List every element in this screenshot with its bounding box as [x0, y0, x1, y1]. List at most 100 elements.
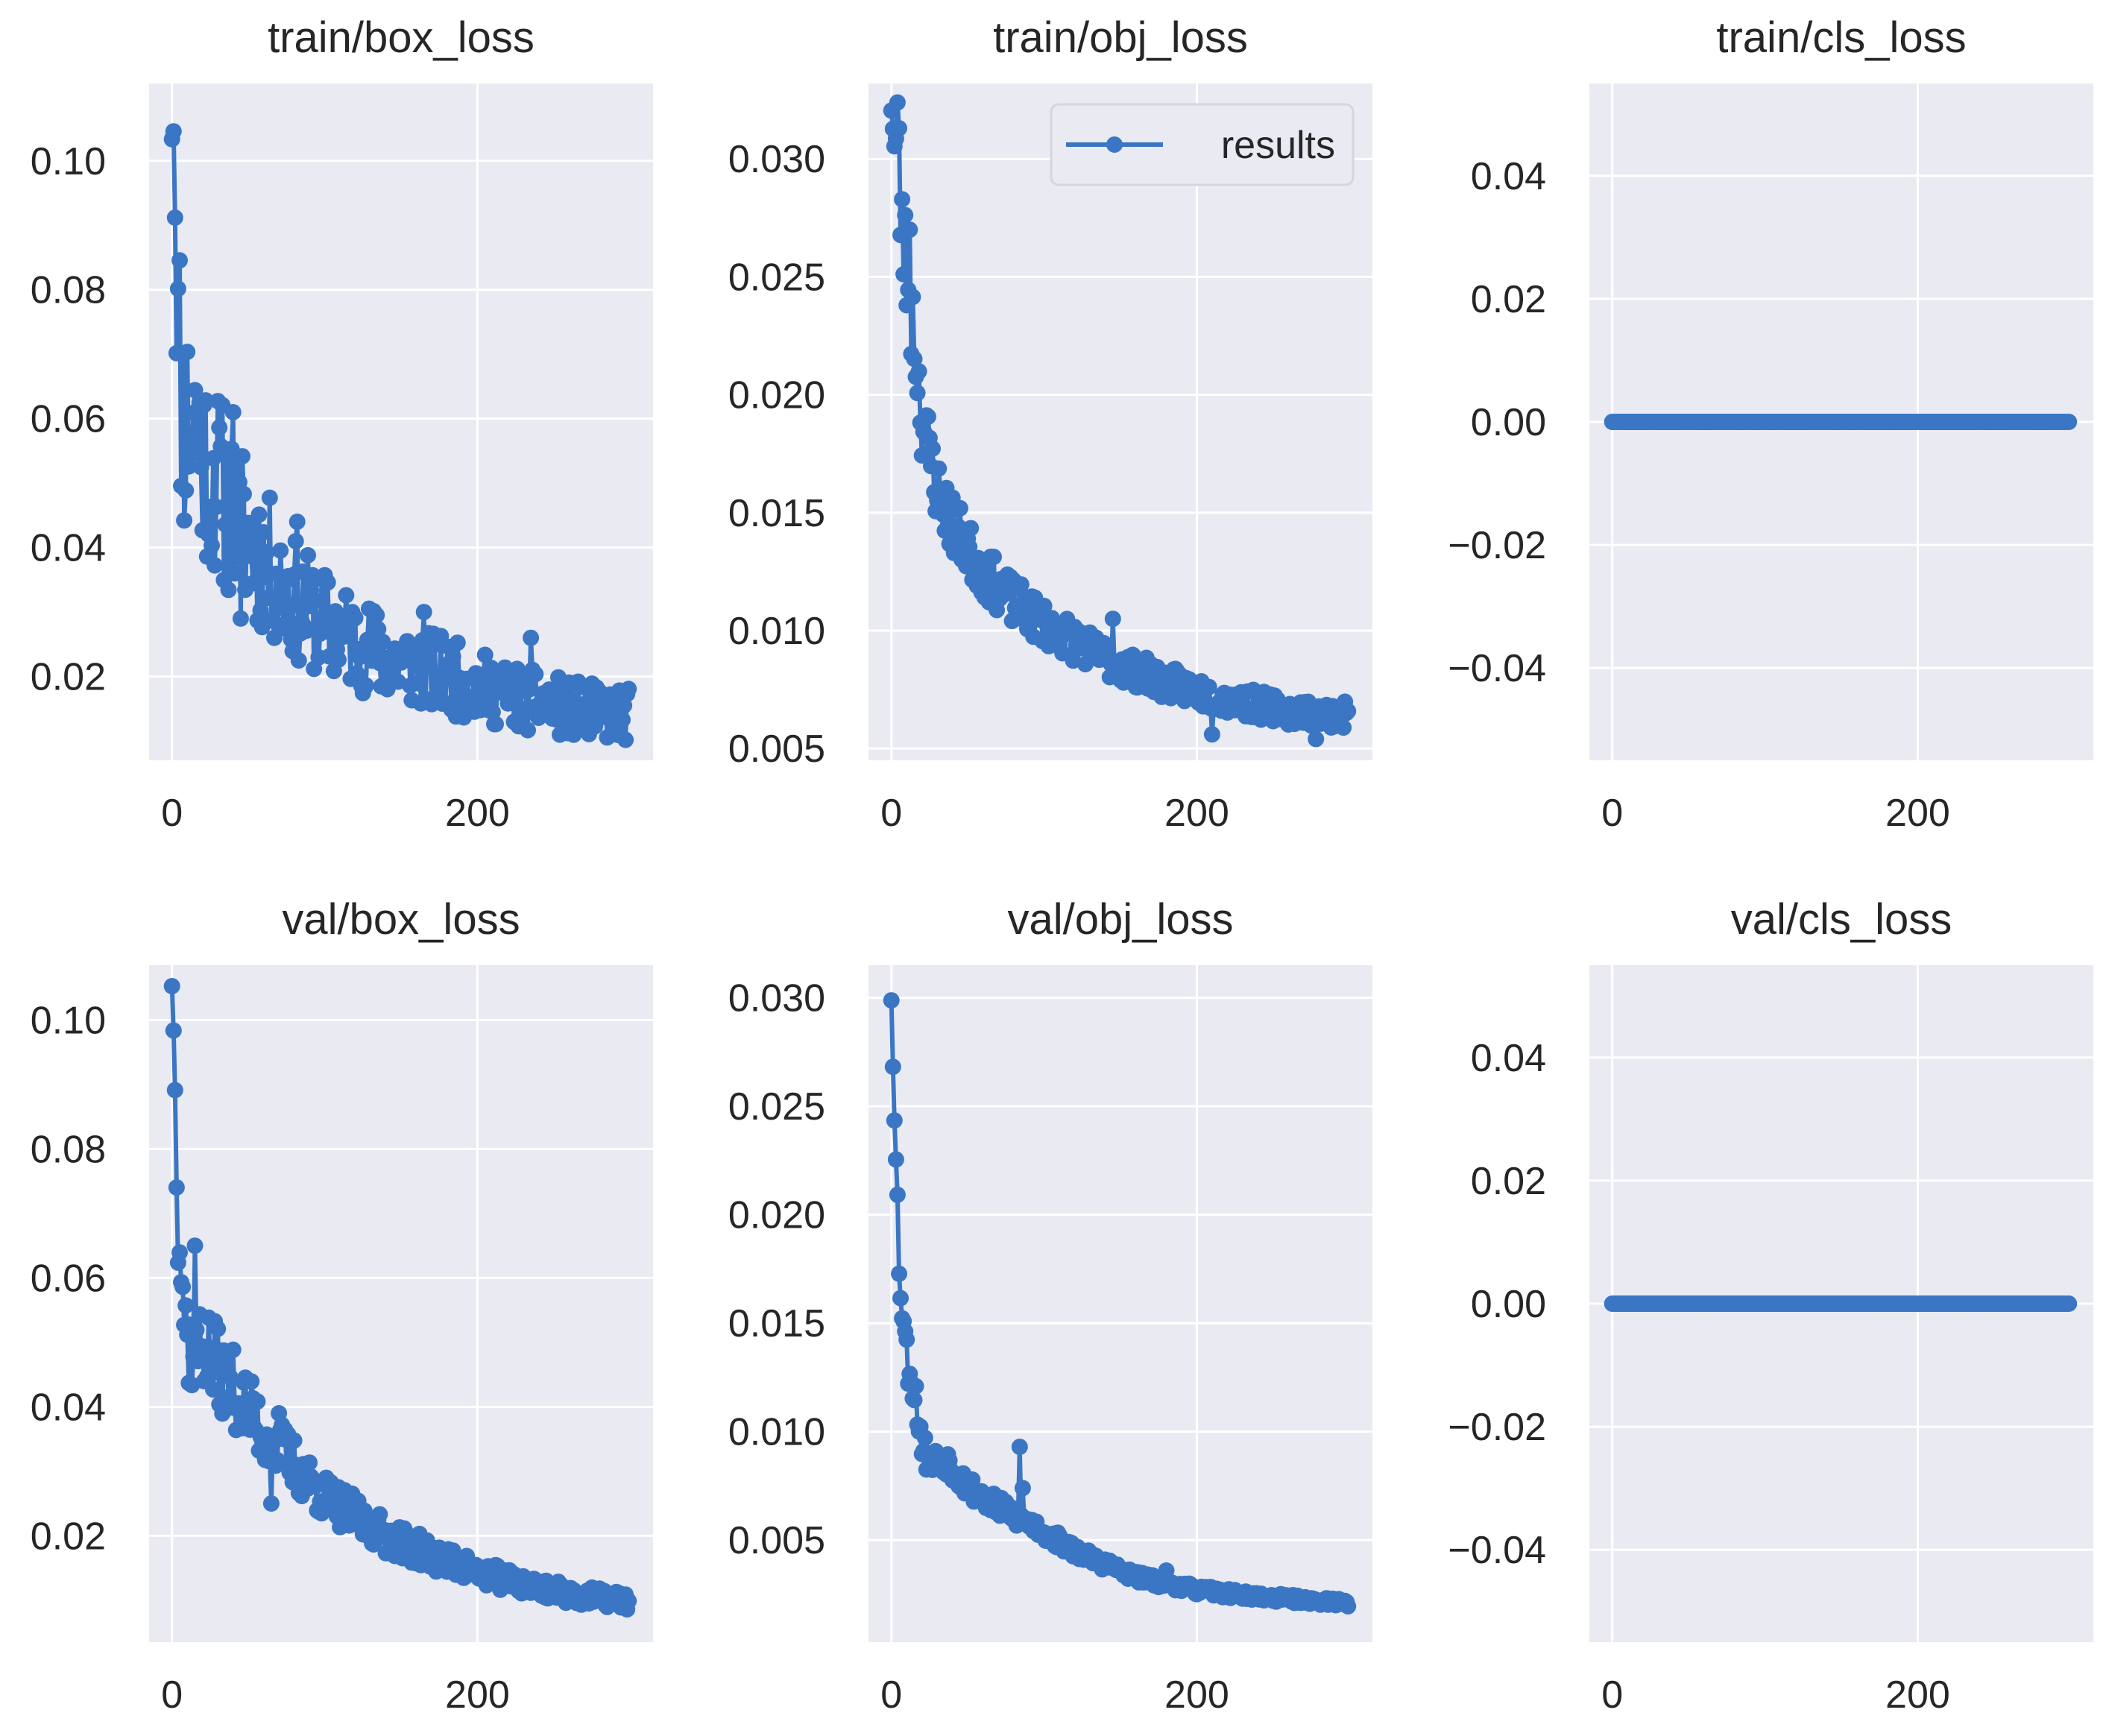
- data-point: [901, 221, 918, 239]
- y-tick-label: −0.04: [1448, 1529, 1546, 1572]
- data-point: [179, 344, 196, 361]
- y-tick-label: 0.02: [31, 656, 106, 699]
- data-point: [272, 542, 289, 559]
- data-point: [371, 1506, 388, 1523]
- data-point: [165, 1022, 182, 1039]
- y-tick-label: 0.010: [728, 610, 825, 653]
- data-point: [205, 1381, 221, 1398]
- data-point: [165, 123, 182, 140]
- data-point: [523, 629, 540, 646]
- series-results: [163, 123, 637, 748]
- x-tick-label: 200: [1164, 792, 1229, 835]
- data-point: [209, 1320, 227, 1337]
- data-point: [289, 514, 306, 530]
- data-point: [617, 731, 634, 748]
- data-point: [206, 557, 224, 574]
- y-tick-label: 0.02: [1471, 278, 1546, 321]
- data-point: [1035, 597, 1053, 614]
- y-tick-label: 0.030: [728, 977, 825, 1020]
- data-point: [891, 1265, 907, 1282]
- data-point: [521, 681, 538, 698]
- data-point: [368, 607, 385, 624]
- data-point: [444, 648, 461, 665]
- x-tick-label: 200: [445, 1673, 510, 1717]
- plot-background: [868, 83, 1372, 760]
- data-point: [930, 460, 948, 477]
- subplot-title: val/obj_loss: [1007, 895, 1233, 944]
- data-point: [176, 512, 193, 529]
- data-point: [180, 458, 198, 475]
- data-point: [1335, 719, 1352, 736]
- data-point: [1076, 656, 1094, 673]
- data-point: [226, 565, 243, 582]
- data-point: [883, 992, 900, 1009]
- data-point: [562, 689, 579, 707]
- data-point: [1104, 610, 1121, 628]
- data-point: [924, 440, 941, 457]
- legend: results: [1050, 103, 1355, 186]
- x-tick-label: 0: [161, 792, 183, 835]
- data-point: [894, 191, 911, 208]
- y-tick-label: 0.005: [728, 727, 825, 771]
- data-point: [341, 624, 358, 641]
- legend-label: results: [1221, 124, 1335, 167]
- y-tick-label: 0.04: [1471, 1037, 1546, 1080]
- legend-box: [1050, 103, 1355, 186]
- data-point: [962, 520, 980, 537]
- data-point: [224, 404, 242, 420]
- x-tick-label: 200: [445, 792, 510, 835]
- data-point: [236, 485, 252, 502]
- data-point: [227, 549, 245, 566]
- subplot-title: train/cls_loss: [1716, 13, 1966, 62]
- data-point: [252, 602, 269, 619]
- y-tick-label: 0.04: [31, 1386, 106, 1429]
- subplot-train-cls-loss: train/cls_loss −0.04 −0.02 0.00 0.02 0.04 0 200: [1448, 13, 2093, 835]
- data-point: [239, 533, 256, 550]
- plot-background: [868, 965, 1372, 1642]
- data-point: [916, 1430, 933, 1446]
- data-point: [307, 592, 324, 609]
- data-point: [255, 524, 272, 540]
- y-tick-label: 0.020: [728, 374, 825, 417]
- y-tick-label: 0.02: [31, 1515, 106, 1558]
- data-point: [374, 634, 391, 651]
- data-point: [1340, 703, 1357, 719]
- data-point: [168, 1179, 185, 1196]
- subplot-val-cls-loss: val/cls_loss −0.04 −0.02 0.00 0.02 0.04 0 200: [1448, 895, 2093, 1717]
- data-point: [886, 1112, 903, 1129]
- y-tick-label: 0.010: [728, 1411, 825, 1454]
- data-point: [234, 448, 250, 465]
- series-results: [1604, 1295, 2078, 1312]
- x-tick-label: 200: [1164, 1673, 1229, 1717]
- data-point: [415, 604, 432, 621]
- data-point: [620, 1592, 637, 1609]
- series-results: [1604, 414, 2078, 430]
- data-point: [961, 538, 978, 555]
- data-point: [189, 430, 206, 447]
- data-point: [319, 574, 336, 591]
- x-tick-label: 200: [1885, 792, 1950, 835]
- data-point: [338, 587, 355, 604]
- data-point: [527, 666, 544, 683]
- y-tick-label: 0.020: [728, 1194, 825, 1237]
- subplot-title: val/cls_loss: [1731, 895, 1952, 944]
- y-tick-label: 0.02: [1471, 1160, 1546, 1203]
- data-point: [482, 660, 499, 676]
- y-tick-label: 0.015: [728, 492, 825, 535]
- data-point: [205, 449, 221, 467]
- data-point: [348, 665, 365, 682]
- series-results: [883, 992, 1357, 1615]
- data-point: [906, 350, 923, 367]
- y-tick-label: −0.04: [1448, 647, 1546, 690]
- data-point: [1011, 1439, 1028, 1456]
- y-tick-label: 0.06: [31, 1257, 106, 1300]
- data-point: [188, 1322, 205, 1339]
- data-point: [204, 537, 220, 554]
- data-point: [174, 1278, 192, 1295]
- data-point: [258, 544, 275, 561]
- data-point: [449, 634, 466, 651]
- data-point: [245, 575, 262, 592]
- x-tick-label: 0: [161, 1673, 183, 1717]
- data-point: [177, 482, 195, 499]
- data-point: [1340, 1598, 1357, 1615]
